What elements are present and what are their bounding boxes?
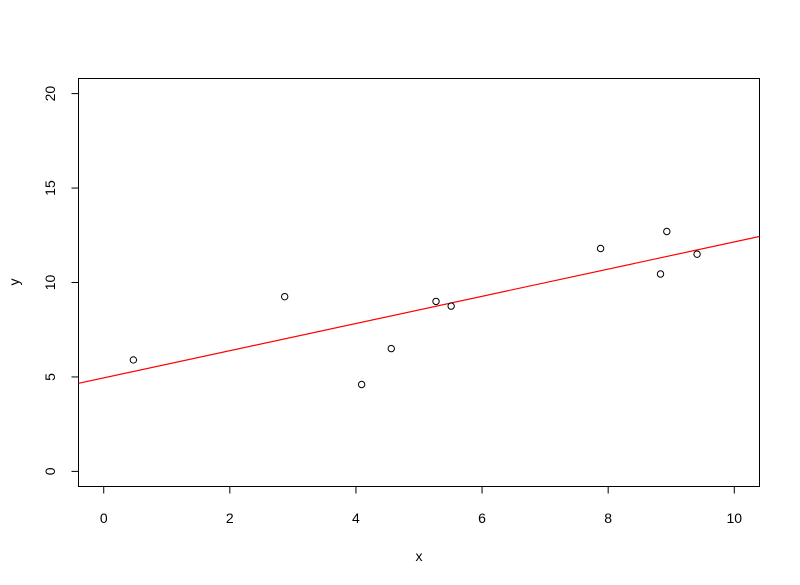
y-axis-title: y	[6, 279, 22, 286]
regression-line-group	[78, 235, 760, 384]
data-points	[129, 227, 701, 389]
x-axis-title: x	[416, 548, 423, 564]
plot-frame	[78, 78, 760, 487]
y-axis: 0 5 10 15 20	[42, 86, 79, 475]
data-point	[596, 244, 605, 253]
x-tick-label: 4	[352, 510, 360, 526]
data-point	[357, 380, 366, 389]
regression-line	[78, 235, 760, 384]
data-point	[693, 250, 701, 258]
x-tick-label: 2	[226, 510, 234, 526]
data-point	[656, 270, 665, 278]
data-point	[280, 292, 289, 301]
y-tick-label: 10	[42, 275, 58, 291]
data-point	[447, 302, 455, 310]
x-tick-label: 10	[726, 510, 742, 526]
x-axis: 0 2 4 6 8 10	[100, 486, 742, 526]
x-tick-label: 8	[604, 510, 612, 526]
data-point	[432, 297, 440, 306]
y-tick-label: 5	[42, 373, 58, 381]
x-tick-label: 0	[100, 510, 108, 526]
y-tick-label: 20	[42, 86, 58, 102]
y-tick-label: 0	[42, 467, 58, 475]
data-point	[663, 227, 671, 236]
y-tick-label: 15	[42, 180, 58, 196]
data-point	[387, 344, 395, 353]
data-point	[129, 356, 138, 364]
x-tick-label: 6	[478, 510, 486, 526]
